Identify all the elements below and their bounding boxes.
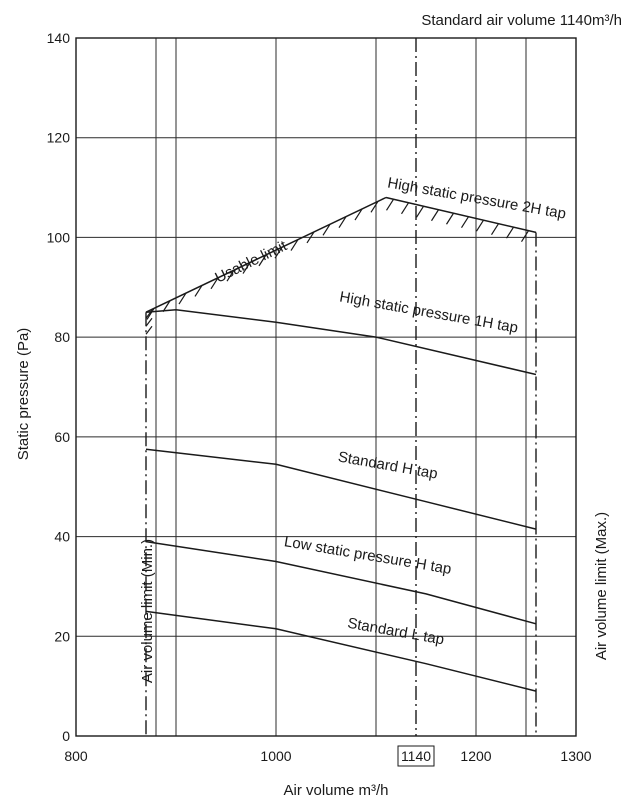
- usable-limit-hatch-mark: [322, 223, 331, 236]
- usable-limit-hatch-mark: [146, 308, 155, 320]
- usable-limit-hatch-mark: [306, 231, 315, 244]
- x-tick-label-800: 800: [64, 748, 88, 764]
- series-line-high-static-pressure-2h-tap: [385, 196, 537, 234]
- y-axis-title: Static pressure (Pa): [15, 328, 32, 461]
- series-label-standard-l: Standard L tap: [346, 615, 445, 649]
- usable-limit-hatch-mark: [226, 269, 235, 282]
- usable-limit-hatch-mark: [354, 208, 363, 221]
- usable-limit-hatch-mark: [194, 285, 203, 297]
- upper-limit-hatch-mark: [400, 202, 410, 215]
- volume-limit-lines: [145, 232, 537, 736]
- upper-limit-hatch-mark: [520, 230, 530, 243]
- series-line-standard-h-tap: [145, 448, 537, 530]
- y-tick-label-40: 40: [54, 529, 70, 545]
- usable-limit-hatch-mark: [210, 277, 219, 290]
- series-label-high-static-1h: High static pressure 1H tap: [338, 288, 519, 336]
- x-tick-highlight-box: [397, 745, 435, 767]
- upper-limit-hatch-mark: [490, 223, 500, 236]
- usable-limit-hatch-mark: [290, 239, 299, 251]
- upper-limit-hatch-mark: [430, 209, 440, 222]
- upper-limit-hatch-mark: [385, 198, 395, 211]
- x-tick-label-1000: 1000: [260, 748, 291, 764]
- upper-limit-hatch-mark: [475, 219, 485, 232]
- y-tick-label-20: 20: [54, 628, 70, 644]
- y-tick-label-140: 140: [47, 30, 71, 46]
- usable-limit-label: Usable limit: [212, 237, 290, 287]
- volume-limit-max-label: Air volume limit (Max.): [593, 512, 610, 660]
- y-tick-label-0: 0: [62, 728, 70, 744]
- series-line-high-static-pressure-1h-tap: [145, 308, 537, 376]
- upper-limit-hatch-mark: [460, 216, 470, 229]
- x-axis-title: Air volume m³/h: [283, 782, 388, 799]
- upper-limit-hatch-mark: [445, 212, 455, 225]
- tick-labels: 0 20 40 60 80 100 120 140 800 1000 1140 1200 1300: [47, 30, 592, 767]
- usable-limit-line: [145, 196, 387, 313]
- usable-limit-hatch-mark: [274, 246, 283, 259]
- series-label-high-static-2h: High static pressure 2H tap: [386, 174, 567, 222]
- series-label-standard-h: Standard H tap: [337, 448, 439, 482]
- series-line-low-static-pressure-h-tap: [145, 540, 537, 625]
- usable-limit-hatch-mark: [162, 300, 171, 313]
- grid-lines: [76, 37, 576, 737]
- y-tick-label-100: 100: [47, 229, 71, 245]
- series-label-low-static-h: Low static pressure H tap: [283, 533, 453, 578]
- min-limit-hatch-mark: [145, 325, 153, 335]
- min-limit-hatch-mark: [145, 317, 153, 327]
- performance-curves: [145, 196, 537, 692]
- usable-limit-hatch-mark: [370, 201, 379, 213]
- usable-limit-hatch-mark: [242, 262, 251, 274]
- usable-limit-hatching: [145, 198, 530, 335]
- y-tick-label-60: 60: [54, 429, 70, 445]
- usable-limit-hatch-mark: [338, 216, 347, 228]
- series-line-standard-l-tap: [145, 610, 537, 692]
- x-tick-label-1140: 1140: [401, 748, 431, 764]
- upper-limit-hatch-mark: [505, 226, 515, 239]
- chart-title: Standard air volume 1140m³/h: [421, 12, 622, 29]
- y-tick-label-80: 80: [54, 329, 70, 345]
- x-tick-label-1300: 1300: [560, 748, 591, 764]
- volume-limit-min-label: Air volume limit (Min.): [139, 539, 156, 683]
- usable-limit-hatch-mark: [178, 292, 187, 305]
- plot-frame: [75, 37, 577, 737]
- y-tick-label-120: 120: [47, 130, 71, 146]
- upper-limit-hatch-mark: [415, 205, 425, 218]
- x-tick-label-1200: 1200: [460, 748, 491, 764]
- usable-limit-hatch-mark: [258, 254, 267, 267]
